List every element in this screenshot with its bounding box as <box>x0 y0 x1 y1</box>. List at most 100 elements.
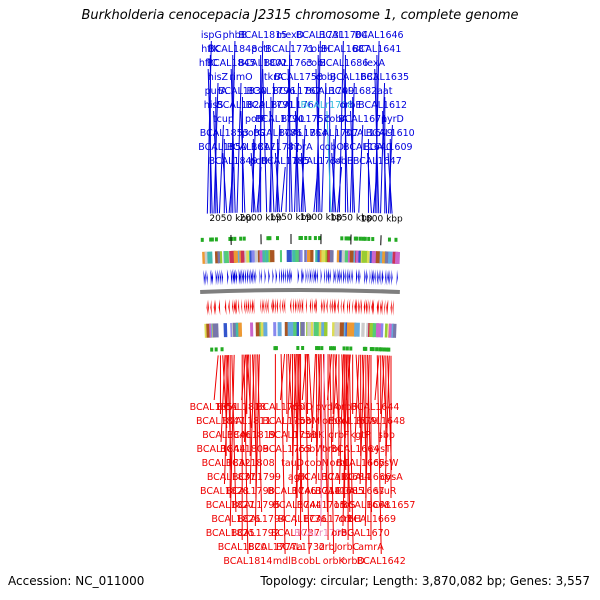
bottom-gene-label: BCAL1808 <box>226 458 275 469</box>
forward-gene-arrow <box>329 268 331 285</box>
top-gene-label: BCAL1641 <box>352 44 401 55</box>
scale-tick-label: 2050 kbp <box>209 214 252 224</box>
forward-gene-arrow <box>355 268 358 285</box>
bottom-gene-label: orbJ <box>319 542 338 553</box>
bottom-label-leader <box>304 353 310 555</box>
bottom-gene-label: BCAL1644 <box>351 402 400 413</box>
forward-gene-arrow <box>333 268 335 285</box>
reverse-gene-arrow <box>342 298 345 315</box>
top-gene-label: aat <box>377 86 393 97</box>
bottom-label-leader <box>332 354 338 443</box>
bottom-gene-label: orbC <box>337 542 360 553</box>
rna-marker <box>394 237 398 242</box>
reverse-gene-arrow <box>359 298 361 315</box>
top-label-leader <box>213 110 219 214</box>
top-gene-label: cobI <box>306 58 326 69</box>
bottom-gene-label: BCAL1684 <box>321 472 370 483</box>
top-gene-label: cobB <box>330 156 354 167</box>
bottom-gene-label: BCAL1811 <box>222 416 271 427</box>
top-gene-label: BCAL1771 <box>265 44 314 55</box>
forward-gene-arrow <box>378 269 380 286</box>
forward-gene-arrow <box>358 268 360 285</box>
bottom-gene-label: orbG <box>331 528 354 539</box>
bottom-label-leader <box>288 353 294 429</box>
reverse-gene-arrow <box>354 298 356 315</box>
forward-gene-arrow <box>311 268 313 285</box>
reverse-gene-arrow <box>352 298 354 315</box>
top-gene-label: BCAL1815 <box>238 30 287 41</box>
bottom-label-leader <box>301 353 307 401</box>
bottom-gene-label: BCAL1737 <box>271 528 320 539</box>
bottom-label-leader <box>213 355 219 401</box>
bottom-gene-label: BCAL1685 <box>315 486 364 497</box>
forward-gene-arrow <box>301 268 303 285</box>
top-label-leader <box>326 110 332 213</box>
reverse-gene-arrow <box>314 298 316 315</box>
rna-marker <box>355 236 359 241</box>
forward-gene-arrow <box>244 268 247 285</box>
rna-marker <box>382 347 386 352</box>
top-label-leader <box>250 152 256 213</box>
rna-marker <box>200 237 204 242</box>
reverse-gene-arrow <box>355 298 357 315</box>
top-gene-label: hisZ <box>208 72 229 83</box>
forward-gene-arrow <box>217 269 219 286</box>
forward-gene-arrow <box>373 269 375 286</box>
backbone-arc <box>200 288 400 294</box>
forward-gene-arrow <box>283 268 285 285</box>
rna-marker <box>214 347 218 352</box>
bottom-gene-label: BCAL1669 <box>347 514 396 525</box>
cog-color-bar <box>388 323 394 338</box>
reverse-gene-arrow <box>387 299 389 316</box>
rna-marker <box>317 346 321 351</box>
top-gene-label: purA <box>205 86 228 97</box>
top-gene-label: BCAL1612 <box>358 100 407 111</box>
top-gene-label: orbE <box>340 100 362 111</box>
forward-gene-arrow <box>290 268 292 285</box>
feature-tracks-group <box>200 236 401 352</box>
top-gene-label: mexD <box>276 30 304 41</box>
forward-gene-arrow <box>238 268 241 285</box>
reverse-gene-arrow <box>309 298 312 315</box>
bottom-gene-label: pvdA <box>315 402 340 413</box>
cog-color-bar <box>392 323 397 338</box>
reverse-gene-arrow <box>238 298 240 315</box>
rna-marker <box>210 347 214 352</box>
top-label-leader <box>343 68 349 213</box>
bottom-gene-label: BCAL1736 <box>278 514 327 525</box>
cog-color-bar <box>209 323 213 338</box>
bottom-label-leader <box>359 354 365 485</box>
rna-marker <box>301 346 305 351</box>
forward-gene-arrow <box>345 268 347 285</box>
reverse-gene-arrow <box>224 299 227 316</box>
bottom-label-leader <box>374 355 380 401</box>
forward-gene-arrow <box>369 268 371 285</box>
forward-gene-arrow <box>253 268 255 285</box>
bottom-gene-label: cysA <box>380 472 403 483</box>
top-gene-label: BCAL1790 <box>255 114 304 125</box>
rna-marker <box>385 347 389 352</box>
forward-gene-arrow <box>230 268 233 285</box>
rna-marker <box>318 236 322 241</box>
forward-gene-arrow <box>264 268 266 285</box>
reverse-gene-arrow <box>371 299 374 316</box>
reverse-gene-arrow <box>324 298 326 315</box>
bottom-gene-label: cbiD <box>292 402 313 413</box>
map-title: Burkholderia cenocepacia J2315 chromosom… <box>81 8 519 23</box>
bottom-gene-label: orbH <box>338 514 361 525</box>
bottom-gene-label: BCAL1798 <box>226 486 275 497</box>
rna-marker <box>363 236 367 241</box>
top-gene-label: BCAL1671 <box>338 114 387 125</box>
rna-marker <box>315 346 319 351</box>
forward-gene-arrow <box>289 268 291 285</box>
top-gene-label: potF <box>245 114 266 125</box>
bottom-label-leader <box>243 354 249 555</box>
rna-marker <box>320 346 324 351</box>
forward-gene-arrow <box>219 269 222 286</box>
rna-marker <box>375 347 379 352</box>
top-label-leader <box>222 152 228 214</box>
reverse-gene-arrow <box>377 299 380 316</box>
forward-gene-arrow <box>242 268 245 285</box>
bottom-gene-label: BCAL1755 <box>262 444 311 455</box>
